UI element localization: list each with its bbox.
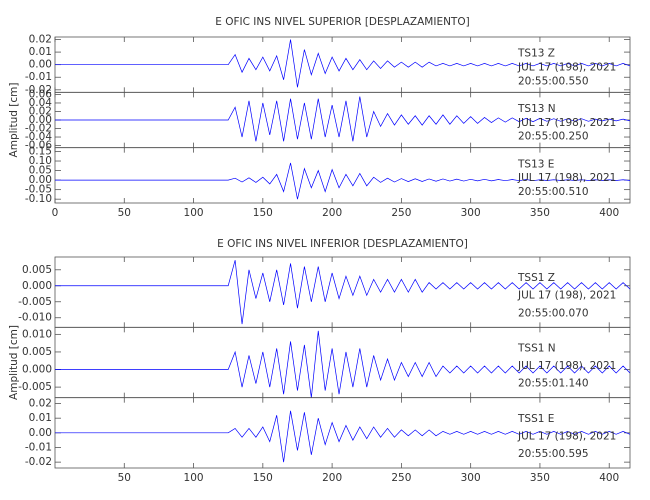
date-label: JUL 17 (198), 2021	[517, 117, 616, 129]
y-tick-label: -0.005	[18, 296, 52, 308]
waveform	[55, 410, 631, 463]
y-tick-label: 0.005	[22, 264, 52, 276]
y-tick-label: -0.005	[18, 381, 52, 393]
x-tick-label: 200	[322, 207, 342, 219]
y-tick-label: 0.15	[29, 145, 52, 157]
time-label: 20:55:00.595	[518, 448, 589, 460]
y-tick-label: -0.01	[25, 441, 52, 453]
x-tick-label: 250	[391, 207, 411, 219]
x-tick-label: 350	[530, 472, 550, 484]
x-tick-label: 50	[118, 472, 131, 484]
y-axis-label: Amplitud [cm]	[8, 83, 20, 158]
y-tick-label: -0.010	[18, 312, 52, 324]
x-tick-label: 300	[461, 472, 481, 484]
y-tick-label: 0.06	[29, 88, 53, 100]
figure-title: E OFIC INS NIVEL INFERIOR [DESPLAZAMIENT…	[217, 238, 468, 250]
date-label: JUL 17 (198), 2021	[517, 360, 616, 372]
y-tick-label: -0.10	[25, 193, 52, 205]
y-tick-label: 0.00	[29, 59, 52, 71]
station-label: TS13 N	[517, 103, 556, 115]
y-tick-label: 0.02	[29, 105, 52, 117]
y-tick-label: 0.000	[22, 280, 52, 292]
date-label: JUL 17 (198), 2021	[517, 172, 616, 184]
station-label: TSS1 N	[517, 342, 556, 354]
y-tick-label: -0.02	[25, 456, 52, 468]
y-tick-label: 0.00	[29, 174, 52, 186]
x-tick-label: 300	[461, 207, 481, 219]
y-tick-label: -0.01	[25, 71, 52, 83]
time-label: 20:55:00.250	[518, 131, 589, 143]
y-tick-label: -0.06	[25, 140, 52, 152]
y-tick-label: 0.01	[29, 46, 52, 58]
date-label: JUL 17 (198), 2021	[517, 290, 616, 302]
x-tick-label: 400	[599, 207, 619, 219]
y-tick-label: 0.02	[29, 34, 52, 46]
time-label: 20:55:00.070	[518, 307, 589, 319]
y-tick-label: -0.02	[25, 84, 52, 96]
date-label: JUL 17 (198), 2021	[517, 430, 616, 442]
x-tick-label: 350	[530, 207, 550, 219]
waveform	[55, 39, 631, 88]
x-tick-label: 150	[253, 207, 273, 219]
time-label: 20:55:01.140	[518, 378, 589, 390]
waveform	[55, 330, 631, 398]
waveform	[55, 96, 631, 142]
y-tick-label: 0.000	[22, 364, 52, 376]
y-tick-label: 0.10	[29, 155, 52, 167]
time-label: 20:55:00.510	[518, 186, 589, 198]
x-tick-label: 400	[599, 472, 619, 484]
y-axis-label: Amplitud [cm]	[8, 325, 20, 400]
y-tick-label: 0.05	[29, 165, 52, 177]
y-tick-label: 0.005	[22, 346, 52, 358]
y-tick-label: 0.00	[29, 427, 52, 439]
y-tick-label: 0.010	[22, 328, 52, 340]
x-tick-label: 50	[118, 207, 131, 219]
y-tick-label: -0.02	[25, 123, 52, 135]
x-tick-label: 100	[184, 472, 204, 484]
station-label: TS13 E	[517, 158, 554, 170]
station-label: TS13 Z	[517, 48, 555, 60]
station-label: TSS1 E	[517, 413, 554, 425]
station-label: TSS1 Z	[517, 272, 555, 284]
figure-title: E OFIC INS NIVEL SUPERIOR [DESPLAZAMIENT…	[215, 16, 469, 28]
date-label: JUL 17 (198), 2021	[517, 61, 616, 73]
panel-frame	[54, 147, 631, 204]
waveform	[55, 260, 631, 325]
y-tick-label: 0.01	[29, 412, 52, 424]
waveform	[55, 162, 631, 200]
x-tick-label: 200	[322, 472, 342, 484]
x-tick-label: 100	[184, 207, 204, 219]
y-tick-label: -0.04	[25, 131, 52, 143]
y-tick-label: 0.02	[29, 398, 52, 410]
x-tick-label: 250	[391, 472, 411, 484]
y-tick-label: 0.00	[29, 114, 52, 126]
x-tick-label: 150	[253, 472, 273, 484]
y-tick-label: -0.05	[25, 184, 52, 196]
y-tick-label: 0.04	[29, 97, 53, 109]
x-tick-label: 0	[52, 207, 59, 219]
time-label: 20:55:00.550	[518, 75, 589, 87]
